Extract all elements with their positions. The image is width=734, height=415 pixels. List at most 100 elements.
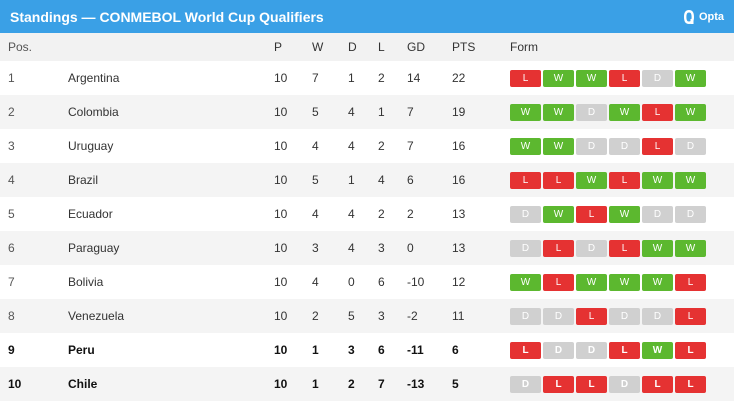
- form-badge[interactable]: L: [609, 171, 640, 189]
- form-badge[interactable]: D: [609, 137, 640, 155]
- team-name[interactable]: Uruguay: [68, 139, 114, 153]
- form-badge[interactable]: W: [675, 239, 706, 257]
- played-cell: 10: [274, 309, 288, 323]
- points-cell: 12: [452, 275, 466, 289]
- form-badge[interactable]: W: [543, 137, 574, 155]
- form-badge[interactable]: W: [675, 69, 706, 87]
- position-cell: 7: [8, 275, 15, 289]
- form-badge[interactable]: D: [576, 239, 607, 257]
- table-row[interactable]: 8 Venezuela 10 2 5 3 -2 11 D D L D D L: [0, 299, 734, 333]
- form-badge[interactable]: L: [543, 239, 574, 257]
- table-row[interactable]: 6 Paraguay 10 3 4 3 0 13 D L D L W W: [0, 231, 734, 265]
- form-badge[interactable]: L: [510, 171, 541, 189]
- team-name[interactable]: Ecuador: [68, 207, 113, 221]
- team-name[interactable]: Paraguay: [68, 241, 120, 255]
- form-badge[interactable]: W: [543, 103, 574, 121]
- form-badge[interactable]: W: [609, 273, 640, 291]
- form-badge[interactable]: L: [510, 341, 541, 359]
- form-badge[interactable]: D: [510, 375, 541, 393]
- table-row[interactable]: 2 Colombia 10 5 4 1 7 19 W W D W L W: [0, 95, 734, 129]
- form-badge[interactable]: D: [576, 103, 607, 121]
- form-badge[interactable]: L: [543, 273, 574, 291]
- table-row[interactable]: 10 Chile 10 1 2 7 -13 5 D L L D L L: [0, 367, 734, 401]
- form-badge[interactable]: W: [675, 103, 706, 121]
- form-badge[interactable]: D: [675, 137, 706, 155]
- team-name[interactable]: Bolivia: [68, 275, 104, 289]
- form-badge[interactable]: D: [642, 205, 673, 223]
- team-name[interactable]: Venezuela: [68, 309, 125, 323]
- form-badge[interactable]: L: [543, 171, 574, 189]
- form-badge[interactable]: L: [675, 375, 706, 393]
- form-badge[interactable]: W: [543, 205, 574, 223]
- goal-difference-cell: -13: [407, 377, 425, 391]
- form-badge[interactable]: D: [576, 341, 607, 359]
- form-badge[interactable]: L: [675, 273, 706, 291]
- form-badge[interactable]: L: [609, 341, 640, 359]
- team-name[interactable]: Colombia: [68, 105, 119, 119]
- wins-cell: 3: [312, 241, 319, 255]
- wins-cell: 4: [312, 207, 319, 221]
- form-badge[interactable]: L: [510, 69, 541, 87]
- table-row[interactable]: 7 Bolivia 10 4 0 6 -10 12 W L W W W L: [0, 265, 734, 299]
- form-badge[interactable]: L: [576, 205, 607, 223]
- form-badge[interactable]: D: [543, 341, 574, 359]
- form-badge[interactable]: D: [609, 375, 640, 393]
- team-name[interactable]: Peru: [68, 343, 95, 357]
- form-badge[interactable]: W: [642, 171, 673, 189]
- header-goal-difference: GD: [407, 40, 425, 54]
- form-badge[interactable]: L: [609, 239, 640, 257]
- header-losses: L: [378, 40, 385, 54]
- title-bar: Standings — CONMEBOL World Cup Qualifier…: [0, 0, 734, 33]
- form-badge[interactable]: W: [576, 171, 607, 189]
- form-badge[interactable]: W: [642, 239, 673, 257]
- played-cell: 10: [274, 207, 288, 221]
- form-badge[interactable]: L: [576, 307, 607, 325]
- team-name[interactable]: Brazil: [68, 173, 99, 187]
- form-badge[interactable]: L: [642, 375, 673, 393]
- form-badge[interactable]: W: [675, 171, 706, 189]
- header-form: Form: [510, 40, 538, 54]
- form-badge[interactable]: L: [675, 307, 706, 325]
- table-row[interactable]: 5 Ecuador 10 4 4 2 2 13 D W L W D D: [0, 197, 734, 231]
- header-points: PTS: [452, 40, 476, 54]
- form-badge[interactable]: D: [576, 137, 607, 155]
- form-badge[interactable]: L: [543, 375, 574, 393]
- form-badge[interactable]: W: [576, 69, 607, 87]
- points-cell: 22: [452, 71, 466, 85]
- form-badge[interactable]: L: [609, 69, 640, 87]
- form-badge[interactable]: L: [642, 103, 673, 121]
- brand-name: Opta: [698, 10, 724, 23]
- form-badge[interactable]: W: [642, 341, 673, 359]
- form-badge[interactable]: W: [510, 273, 541, 291]
- table-row[interactable]: 3 Uruguay 10 4 4 2 7 16 W W D D L D: [0, 129, 734, 163]
- form-badge[interactable]: L: [576, 375, 607, 393]
- form-badge[interactable]: W: [609, 205, 640, 223]
- losses-cell: 6: [378, 343, 385, 357]
- form-badge[interactable]: D: [510, 307, 541, 325]
- position-cell: 1: [8, 71, 15, 85]
- form-badge[interactable]: W: [642, 273, 673, 291]
- team-name[interactable]: Chile: [68, 377, 98, 391]
- form-badge[interactable]: L: [675, 341, 706, 359]
- table-row[interactable]: 9 Peru 10 1 3 6 -11 6 L D D L W L: [0, 333, 734, 367]
- form-badge[interactable]: W: [576, 273, 607, 291]
- form-badge[interactable]: D: [609, 307, 640, 325]
- form-badge[interactable]: D: [510, 239, 541, 257]
- form-badge[interactable]: D: [543, 307, 574, 325]
- form-badge[interactable]: D: [675, 205, 706, 223]
- losses-cell: 2: [378, 207, 385, 221]
- played-cell: 10: [274, 275, 288, 289]
- form-badge[interactable]: W: [510, 103, 541, 121]
- form-badge[interactable]: D: [642, 307, 673, 325]
- form-badge[interactable]: W: [543, 69, 574, 87]
- form-badge[interactable]: L: [642, 137, 673, 155]
- table-row[interactable]: 4 Brazil 10 5 1 4 6 16 L L W L W W: [0, 163, 734, 197]
- form-badge[interactable]: D: [642, 69, 673, 87]
- draws-cell: 3: [348, 343, 355, 357]
- form-badge[interactable]: W: [609, 103, 640, 121]
- form-badge[interactable]: D: [510, 205, 541, 223]
- form-badge[interactable]: W: [510, 137, 541, 155]
- table-row[interactable]: 1 Argentina 10 7 1 2 14 22 L W W L D W: [0, 61, 734, 95]
- team-name[interactable]: Argentina: [68, 71, 120, 85]
